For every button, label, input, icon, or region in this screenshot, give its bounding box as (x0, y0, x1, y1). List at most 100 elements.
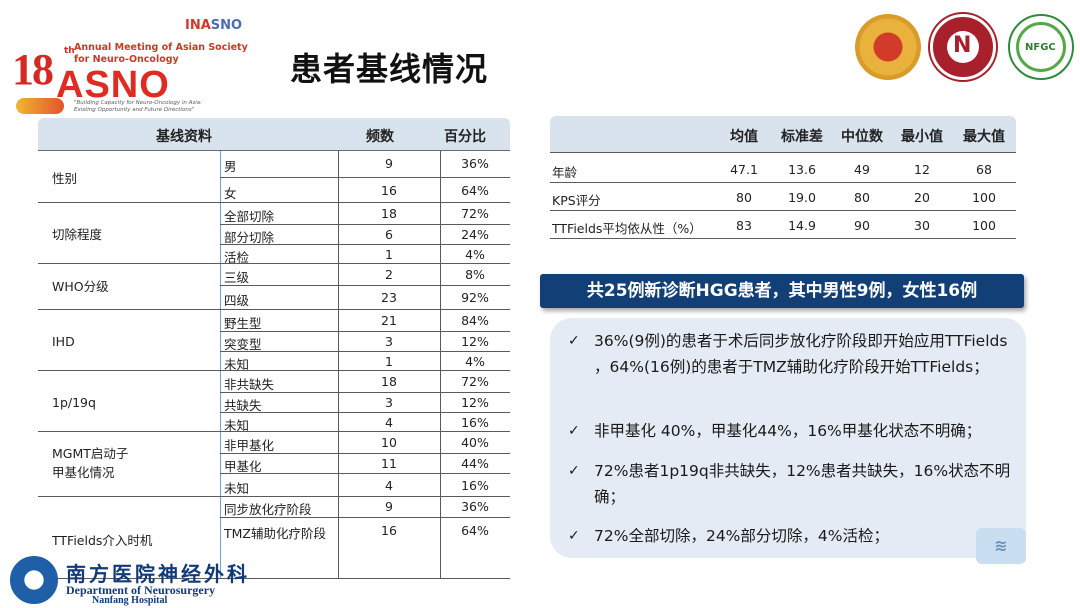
stats-table-body: 年龄 47.1 13.6 49 12 68 KPS评分 80 19.0 80 20 100 TTFiel… (550, 152, 1016, 239)
stats-cell: 14.9 (788, 218, 816, 233)
footer-cn: 南方医院神经外科 (66, 562, 250, 586)
column-divider (338, 151, 339, 202)
row-sublabel: 四级 (224, 293, 250, 308)
group-label-text: IHD (52, 334, 75, 349)
stats-row-label: 年龄 (552, 165, 578, 180)
column-divider (440, 432, 441, 496)
column-divider (220, 371, 221, 431)
stats-row: TTFields平均依从性（%） 83 14.9 90 30 100 (550, 211, 1016, 239)
row-percent: 72% (461, 206, 489, 221)
stats-row: KPS评分 80 19.0 80 20 100 (550, 183, 1016, 211)
row-percent: 24% (461, 227, 489, 242)
conference-ordinal: th (64, 46, 75, 56)
check-icon: ✓ (568, 333, 580, 349)
table-row: 甲基化 11 44% (220, 453, 510, 474)
table-row: 未知 1 4% (220, 351, 510, 372)
check-icon: ✓ (568, 423, 580, 439)
stats-cell: 80 (736, 190, 752, 205)
finding-text: 72%全部切除，24%部分切除，4%活检； (594, 527, 889, 545)
summary-banner: 共25例新诊断HGG患者，其中男性9例，女性16例 (540, 274, 1024, 308)
column-divider (338, 497, 339, 578)
row-count: 4 (385, 415, 393, 430)
row-sublabel: 野生型 (224, 316, 262, 331)
row-percent: 8% (465, 267, 485, 282)
row-sublabel: 非共缺失 (224, 377, 275, 392)
table-row: 非共缺失 18 72% (220, 371, 510, 392)
column-divider (440, 310, 441, 370)
row-percent: 36% (461, 499, 489, 514)
group-label: IHD (52, 332, 75, 351)
red-cross-emblem-icon: N (930, 14, 996, 80)
stats-cell: 80 (854, 190, 870, 205)
row-count: 1 (385, 354, 393, 369)
page-title: 患者基线情况 (290, 50, 489, 88)
stats-cell: 83 (736, 218, 752, 233)
row-sublabel: 活检 (224, 250, 250, 265)
stats-cell: 19.0 (788, 190, 816, 205)
row-count: 16 (381, 523, 397, 538)
finding-item: ✓ 72%全部切除，24%部分切除，4%活检； (568, 523, 1012, 549)
department-logo-icon (10, 556, 58, 604)
conference-line2: for Neuro-Oncology (74, 54, 179, 65)
row-sublabel: 女 (224, 186, 237, 201)
stats-cell: 90 (854, 218, 870, 233)
baseline-table: 基线资料 频数 百分比 性别男 9 36% 女 16 64% 切除程度 全部切除 18 72% 部分… (38, 118, 510, 579)
conference-number: 18 (12, 45, 54, 94)
table-row: 三级 2 8% (220, 264, 510, 285)
nfgc-label: NFGC (1025, 42, 1056, 53)
column-divider (220, 432, 221, 496)
row-sublabel: 突变型 (224, 337, 262, 352)
row-sublabel: 全部切除 (224, 209, 275, 224)
finding-text: 非甲基化 40%，甲基化44%，16%甲基化状态不明确； (594, 422, 982, 440)
column-divider (440, 497, 441, 578)
stats-cell: 49 (854, 162, 870, 177)
row-percent: 36% (461, 156, 489, 171)
group-label: WHO分级 (52, 277, 109, 296)
row-percent: 44% (461, 456, 489, 471)
row-percent: 12% (461, 395, 489, 410)
column-divider (338, 432, 339, 496)
footer-en-dept: Department of Neurosurgery (66, 583, 216, 597)
finding-text: 72%患者1p19q非共缺失，12%患者共缺失，16%状态不明确； (594, 462, 1011, 506)
ina-logo-part: INA (185, 18, 211, 33)
table-group: IHD 野生型 21 84% 突变型 3 12% 未知 1 4% (38, 310, 510, 372)
sno-logo-part: SNO (210, 18, 243, 33)
ina-sno-logo: INASNO (185, 18, 242, 33)
stats-cell: 20 (914, 190, 930, 205)
group-label-text: 切除程度 (52, 227, 103, 242)
row-count: 4 (385, 478, 393, 493)
column-divider (338, 264, 339, 309)
column-divider (220, 310, 221, 370)
table-row: 野生型 21 84% (220, 310, 510, 331)
table-row: TMZ辅助化疗阶段 16 64% (220, 517, 510, 543)
stats-cell: 100 (972, 190, 996, 205)
column-divider (220, 497, 221, 578)
row-sublabel: TMZ辅助化疗阶段 (224, 526, 326, 541)
row-percent: 12% (461, 334, 489, 349)
row-percent: 84% (461, 313, 489, 328)
row-sublabel: 未知 (224, 357, 250, 372)
row-count: 10 (381, 435, 397, 450)
table-row: 男 9 36% (220, 151, 510, 177)
conference-logo: 18 th Annual Meeting of Asian Society fo… (8, 20, 258, 120)
table-row: 全部切除 18 72% (220, 203, 510, 224)
row-percent: 4% (465, 247, 485, 262)
group-label: TTFields介入时机 (52, 531, 152, 550)
footer-en-hospital: Nanfang Hospital (92, 595, 168, 606)
baseline-table-body: 性别男 9 36% 女 16 64% 切除程度 全部切除 18 72% 部分切除 6 24% 活检 1 4% W… (38, 150, 510, 579)
stats-row-label: KPS评分 (552, 193, 601, 208)
check-icon: ✓ (568, 528, 580, 544)
group-label-text: TTFields介入时机 (52, 533, 153, 548)
table-group: 1p/19q 非共缺失 18 72% 共缺失 3 12% 未知 4 16% (38, 371, 510, 433)
row-sublabel: 男 (224, 159, 237, 174)
stats-cell: 100 (972, 218, 996, 233)
row-count: 3 (385, 334, 393, 349)
row-count: 1 (385, 247, 393, 262)
row-percent: 4% (465, 354, 485, 369)
hospital-emblem-icon (855, 14, 921, 80)
row-sublabel: 部分切除 (224, 230, 275, 245)
row-percent: 64% (461, 523, 489, 538)
header-min: 最小值 (901, 129, 943, 145)
table-row: 未知 4 16% (220, 473, 510, 496)
table-row: 共缺失 3 12% (220, 392, 510, 413)
